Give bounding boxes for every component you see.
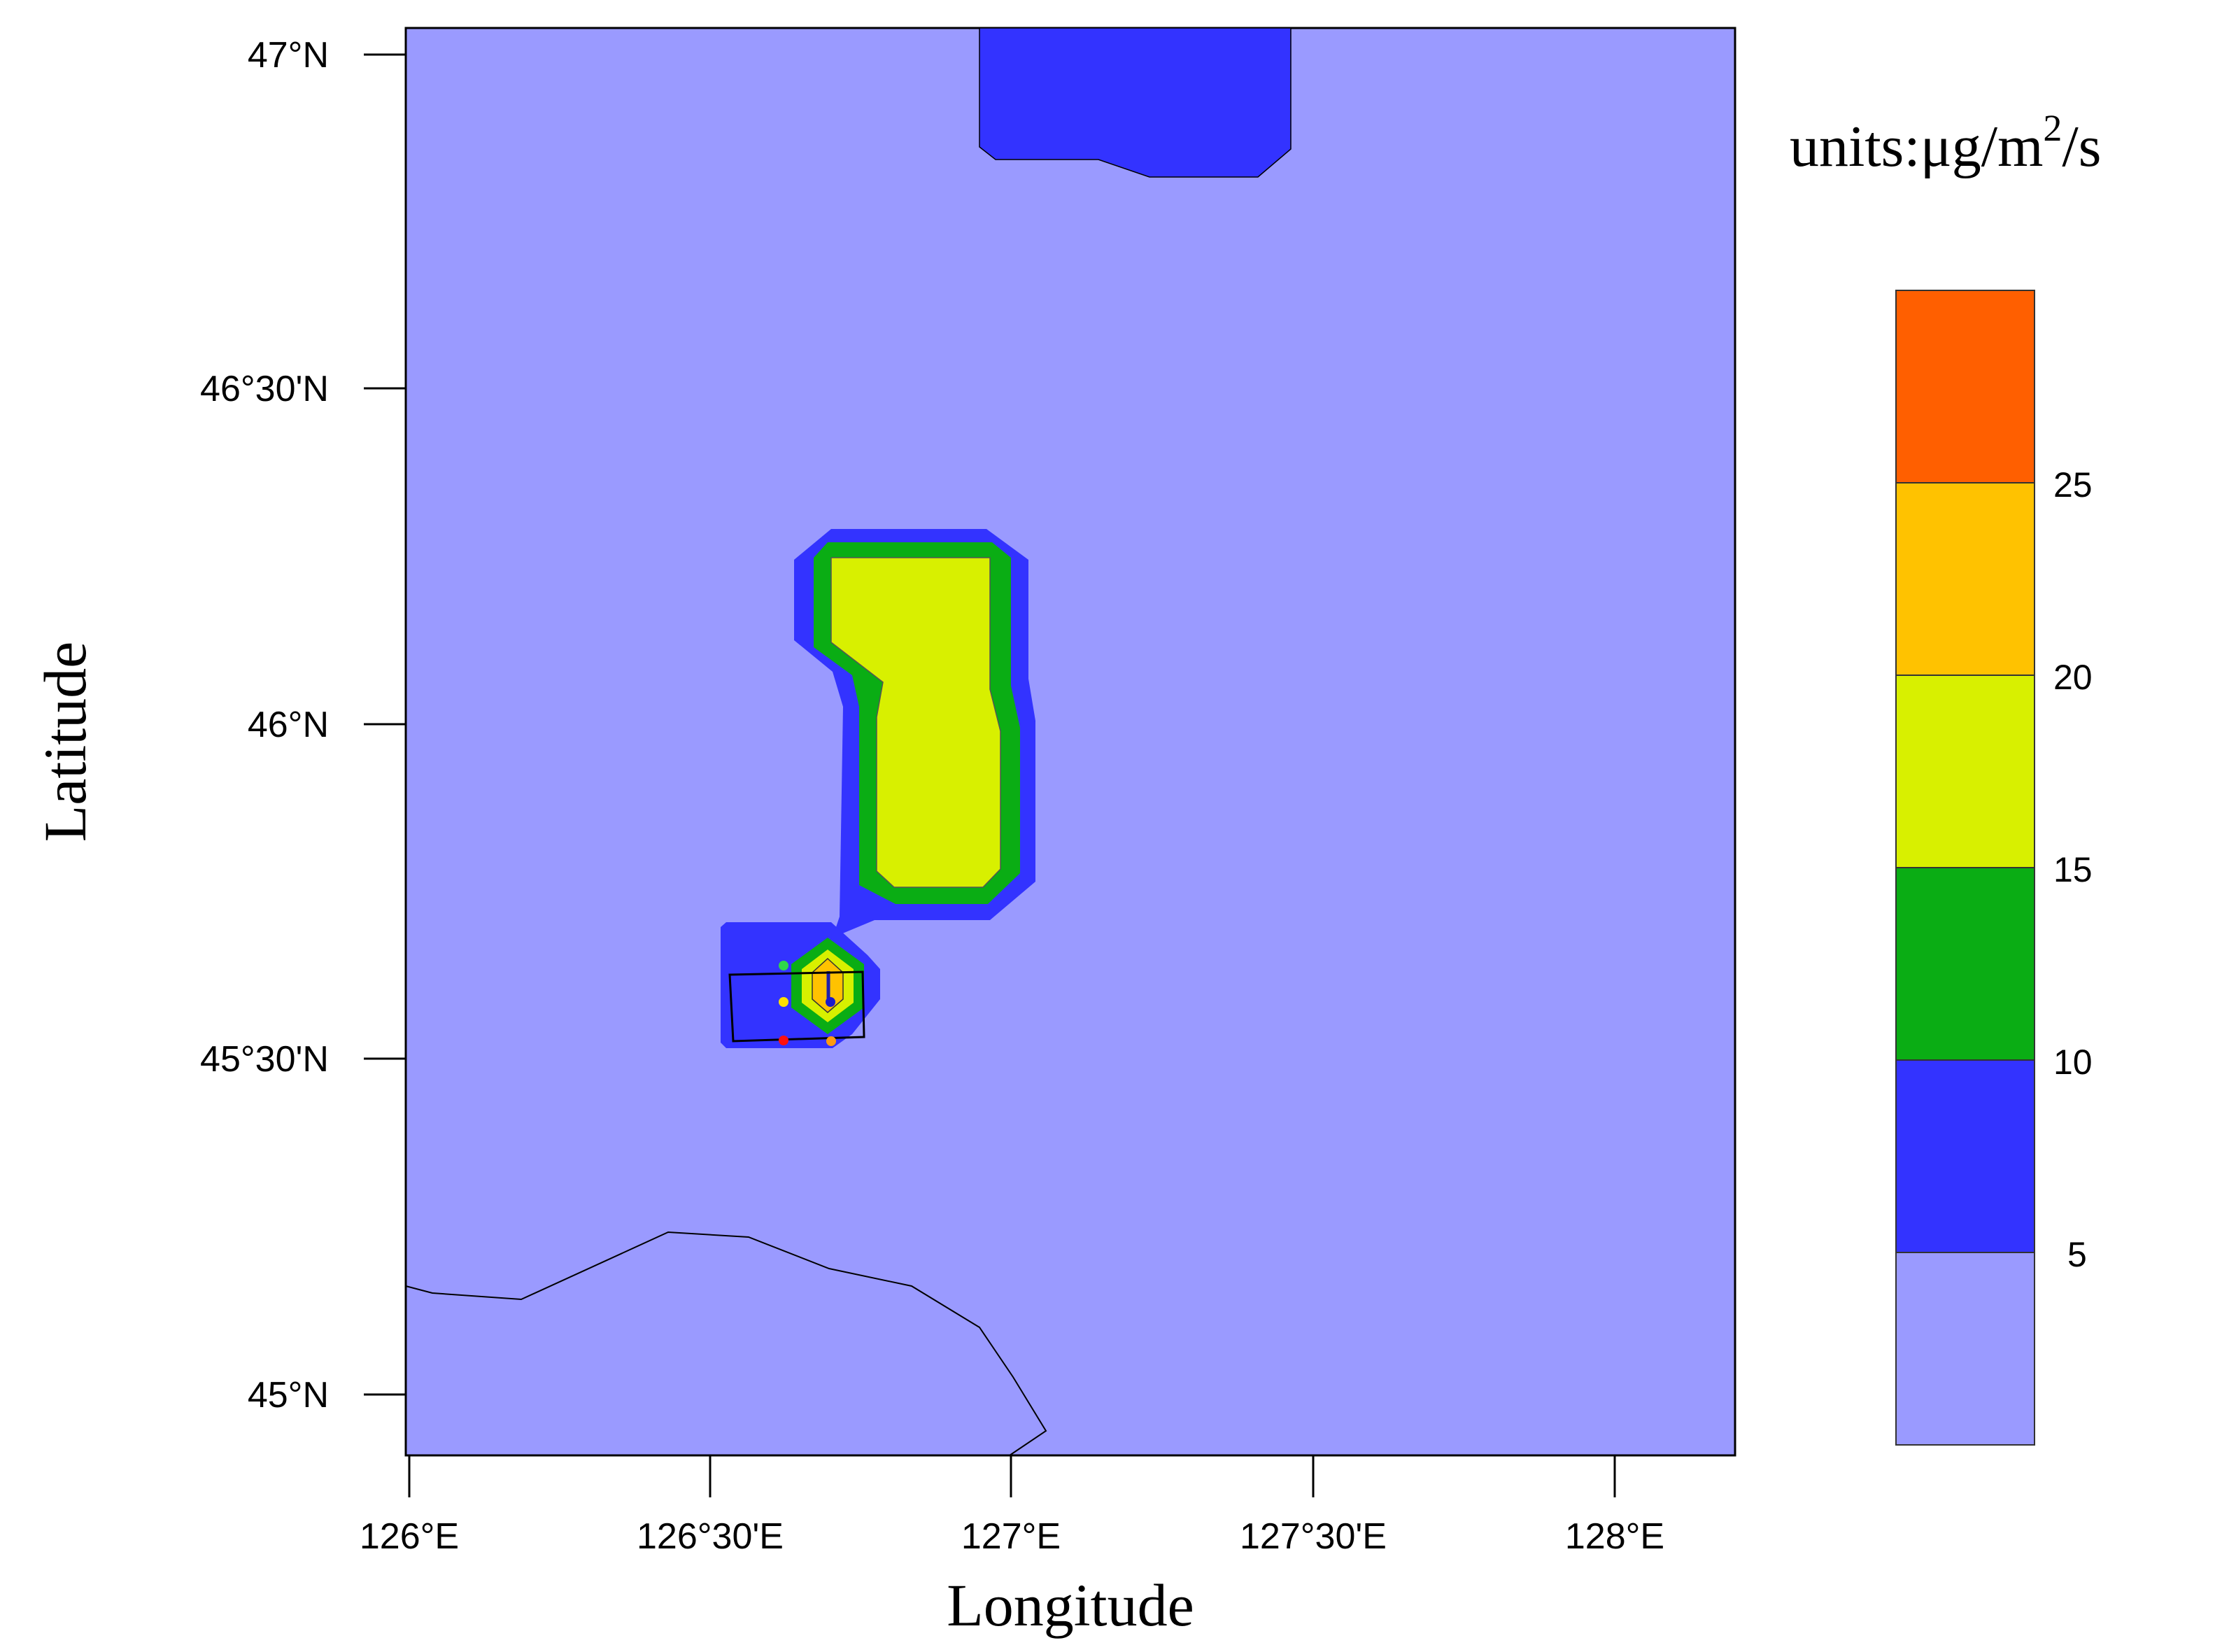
colorbar-bin-lt5 (1895, 1252, 2035, 1446)
y-tick-label-46-30: 46°30'N (200, 369, 329, 409)
background-field (404, 27, 1736, 1457)
station-marker-orange (826, 1036, 836, 1046)
colorbar-bin-gt25 (1895, 290, 2035, 483)
colorbar-label-5: 5 (2067, 1235, 2087, 1274)
x-tick-label-126: 126°E (360, 1516, 459, 1557)
y-axis: 47°N 46°30'N 46°N 45°30'N 45°N Latitude (31, 35, 406, 1416)
station-marker-yellow (779, 997, 788, 1007)
y-axis-title: Latitude (31, 642, 99, 842)
y-tick-label-47: 47°N (248, 35, 329, 76)
y-tick-label-45: 45°N (248, 1375, 329, 1416)
map-plot-area (404, 27, 1736, 1457)
station-area-outline (728, 970, 865, 1043)
colorbar-units-label: units:μg/m2/s (1790, 107, 2101, 179)
x-tick-label-127: 127°E (961, 1516, 1061, 1557)
station-marker-red (779, 1036, 788, 1045)
colorbar-label-20: 20 (2053, 658, 2093, 697)
colorbar-label-15: 15 (2053, 850, 2093, 889)
contour-central-yellow (830, 557, 1001, 888)
contour-north-blue (979, 27, 1292, 178)
station-marker-blue (826, 997, 835, 1007)
units-superscript: 2 (2043, 107, 2062, 149)
y-tick-label-46: 46°N (248, 705, 329, 745)
x-tick-label-127-30: 127°30'E (1240, 1516, 1387, 1557)
colorbar-bin-20-25 (1895, 482, 2035, 676)
colorbar-label-25: 25 (2053, 465, 2093, 504)
units-prefix: units:μg/m (1790, 114, 2043, 179)
station-marker-green (779, 961, 788, 970)
units-suffix: /s (2062, 114, 2101, 179)
x-tick-label-128: 128°E (1565, 1516, 1664, 1557)
x-axis-title: Longitude (947, 1572, 1194, 1639)
colorbar-bin-15-20 (1895, 675, 2035, 868)
y-tick-label-45-30: 45°30'N (200, 1039, 329, 1080)
colorbar-label-10: 10 (2053, 1043, 2093, 1082)
colorbar-bin-10-15 (1895, 867, 2035, 1061)
colorbar: units:μg/m2/s 25 20 15 10 5 (1790, 107, 2101, 1446)
boundary-line (405, 1231, 1047, 1456)
x-tick-label-126-30: 126°30'E (637, 1516, 784, 1557)
colorbar-bin-5-10 (1895, 1059, 2035, 1253)
x-axis: 126°E 126°30'E 127°E 127°30'E 128°E Long… (360, 1455, 1664, 1639)
